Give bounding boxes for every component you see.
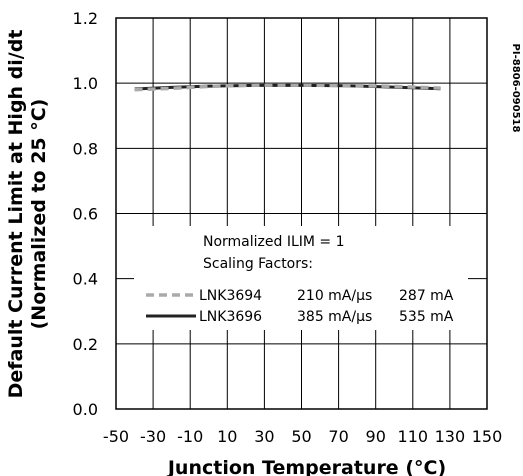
legend-factor2-lnk3696: 535 mA bbox=[399, 309, 454, 325]
x-tick-label: 110 bbox=[398, 427, 429, 446]
y-tick-label: 0.2 bbox=[73, 335, 98, 354]
y-tick-label: 1.2 bbox=[73, 9, 98, 28]
x-tick-label: -30 bbox=[140, 427, 166, 446]
x-tick-label: 70 bbox=[328, 427, 348, 446]
x-tick-labels: -50 -30 -10 10 30 50 70 90 110 130 150 bbox=[103, 427, 502, 446]
x-tick-label: -50 bbox=[103, 427, 129, 446]
legend-name-lnk3694: LNK3694 bbox=[199, 288, 262, 304]
x-tick-label: 90 bbox=[366, 427, 386, 446]
y-tick-label: 1.0 bbox=[73, 74, 98, 93]
grid-lines bbox=[116, 18, 487, 409]
y-axis-title-line2: (Normalized to 25 °C) bbox=[28, 99, 50, 330]
legend-factor1-lnk3696: 385 mA/µs bbox=[297, 309, 372, 325]
y-tick-label: 0.0 bbox=[73, 400, 98, 419]
y-axis-title-line1: Default Current Limit at High di/dt bbox=[5, 30, 27, 399]
legend-header-2: Scaling Factors: bbox=[203, 256, 313, 272]
x-tick-label: -10 bbox=[177, 427, 203, 446]
x-tick-label: 130 bbox=[435, 427, 466, 446]
legend-name-lnk3696: LNK3696 bbox=[199, 309, 262, 325]
legend-factor2-lnk3694: 287 mA bbox=[399, 288, 454, 304]
x-tick-label: 150 bbox=[472, 427, 503, 446]
plot-frame bbox=[115, 17, 488, 410]
legend-header-1: Normalized ILIM = 1 bbox=[203, 234, 345, 250]
y-tick-labels: 0.0 0.2 0.4 0.6 0.8 1.0 1.2 bbox=[73, 9, 98, 419]
x-tick-label: 50 bbox=[291, 427, 311, 446]
y-tick-label: 0.8 bbox=[73, 139, 98, 158]
figure-id: PI-8806-090518 bbox=[510, 44, 521, 133]
x-tick-label: 10 bbox=[217, 427, 237, 446]
series-line-lnk3694 bbox=[134, 83, 441, 92]
series-layer bbox=[134, 83, 441, 92]
x-axis-title: Junction Temperature (°C) bbox=[166, 457, 446, 476]
y-tick-label: 0.6 bbox=[73, 205, 98, 224]
legend-factor1-lnk3694: 210 mA/µs bbox=[297, 288, 372, 304]
legend: Normalized ILIM = 1 Scaling Factors: LNK… bbox=[134, 226, 468, 330]
legend-background bbox=[134, 226, 468, 330]
x-tick-label: 30 bbox=[254, 427, 274, 446]
y-tick-label: 0.4 bbox=[73, 270, 98, 289]
